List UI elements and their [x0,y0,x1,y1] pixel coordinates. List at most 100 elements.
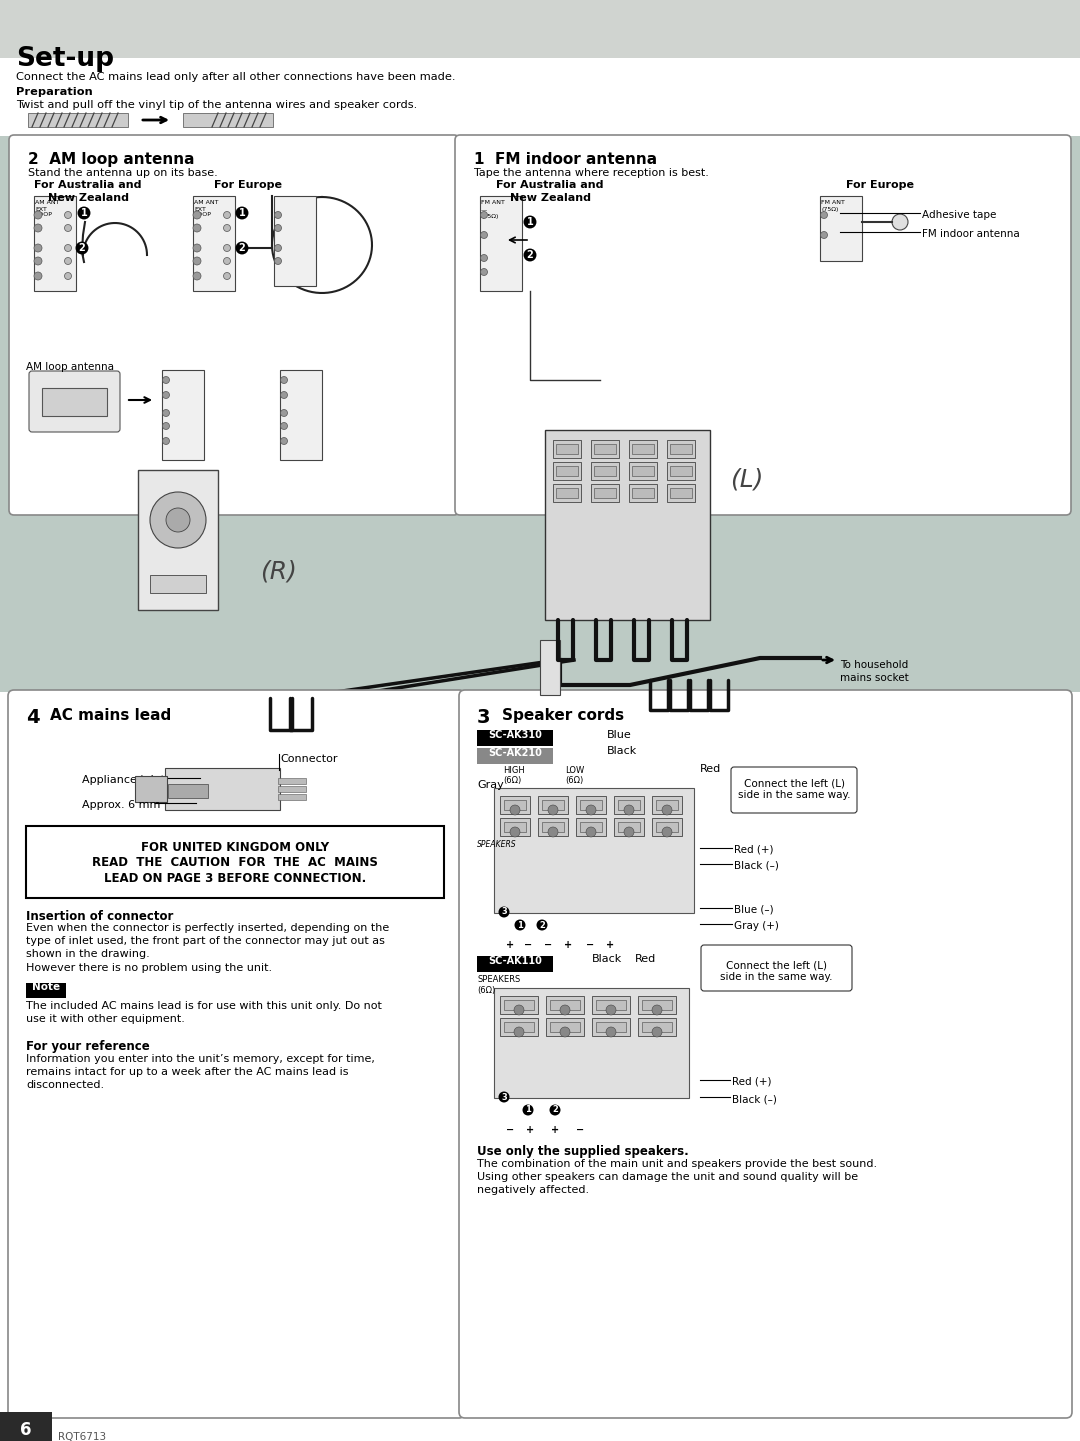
Text: 1: 1 [517,921,523,929]
Bar [652,818,681,836]
Circle shape [586,827,596,837]
Text: +: + [505,940,514,950]
Text: For Europe: For Europe [846,180,914,190]
Circle shape [162,438,170,444]
Bar [591,484,619,501]
Text: 1: 1 [239,208,245,218]
Circle shape [481,232,487,239]
Circle shape [821,232,827,239]
Circle shape [162,422,170,429]
Text: Tape the antenna where reception is best.: Tape the antenna where reception is best… [474,169,708,179]
Bar [494,989,689,1098]
Bar [576,795,606,814]
Bar [576,818,606,836]
Bar [278,778,306,784]
Text: Connect the left (L)
side in the same way.: Connect the left (L) side in the same wa… [719,960,833,983]
Bar [500,996,538,1014]
Text: Set-up: Set-up [16,46,114,72]
Text: READ  THE  CAUTION  FOR  THE  AC  MAINS: READ THE CAUTION FOR THE AC MAINS [92,856,378,869]
Bar [670,465,692,476]
Bar [594,488,616,499]
Text: AM ANT: AM ANT [35,200,59,205]
Bar [278,785,306,793]
Bar [33,196,76,291]
Bar [656,800,678,810]
Circle shape [624,806,634,816]
Bar [667,440,696,458]
Text: Black (–): Black (–) [732,1094,777,1104]
Bar [500,818,530,836]
Text: 1: 1 [81,208,87,218]
Text: Red (+): Red (+) [734,844,773,855]
Text: Appliance inlet: Appliance inlet [82,775,165,785]
Bar [280,370,322,460]
Bar [545,429,710,620]
Circle shape [162,409,170,416]
Bar [591,463,619,480]
FancyBboxPatch shape [29,370,120,432]
Bar [670,444,692,454]
Text: RQT6713: RQT6713 [58,1432,106,1441]
Circle shape [193,256,201,265]
Text: Red: Red [700,764,721,774]
FancyBboxPatch shape [8,690,465,1418]
Text: 3: 3 [501,1092,507,1101]
Text: Speaker cords: Speaker cords [502,708,624,723]
Circle shape [481,268,487,275]
Bar [820,196,862,261]
Bar [477,748,553,764]
Circle shape [274,225,282,232]
Bar [28,112,129,127]
Bar [504,821,526,831]
Bar [629,463,657,480]
Text: 2: 2 [79,244,85,254]
Circle shape [586,806,596,816]
Bar [542,800,564,810]
Circle shape [150,491,206,548]
Text: LOOP: LOOP [194,212,211,218]
Text: SC-AK210: SC-AK210 [488,748,542,758]
Bar [193,196,235,291]
Circle shape [33,223,42,232]
Bar [504,1000,534,1010]
Bar [656,821,678,831]
Text: 2: 2 [552,1105,558,1114]
Circle shape [274,258,282,265]
Bar [26,983,66,999]
Text: −: − [505,1125,514,1136]
Text: (75Ω): (75Ω) [821,208,838,212]
Circle shape [65,272,71,280]
Text: 1  FM indoor antenna: 1 FM indoor antenna [474,151,657,167]
Text: 1: 1 [525,1105,531,1114]
Text: (75Ω): (75Ω) [481,215,498,219]
Bar [162,370,204,460]
Text: Black: Black [607,746,637,757]
Bar [596,1000,626,1010]
Text: −: − [544,940,552,950]
Bar [550,1000,580,1010]
Text: 3: 3 [501,908,507,916]
Text: Twist and pull off the vinyl tip of the antenna wires and speaker cords.: Twist and pull off the vinyl tip of the … [16,99,417,110]
Circle shape [281,409,287,416]
Circle shape [281,438,287,444]
Bar [500,795,530,814]
Bar [274,196,316,285]
Bar [594,465,616,476]
Bar [477,731,553,746]
Text: (L): (L) [730,468,764,491]
Text: Blue: Blue [607,731,632,741]
Bar [480,196,522,291]
Bar [594,444,616,454]
Bar [550,1022,580,1032]
Text: For your reference: For your reference [26,1040,150,1053]
Bar [0,58,1080,61]
Text: HIGH
(6Ω): HIGH (6Ω) [503,767,525,785]
Text: Note: Note [32,981,60,991]
Text: 1: 1 [527,218,534,228]
Text: EXT: EXT [194,208,206,212]
Text: Stand the antenna up on its base.: Stand the antenna up on its base. [28,169,218,179]
Text: 2  AM loop antenna: 2 AM loop antenna [28,151,194,167]
Bar [0,135,1080,692]
Text: Insertion of connector: Insertion of connector [26,911,174,924]
Bar [538,818,568,836]
